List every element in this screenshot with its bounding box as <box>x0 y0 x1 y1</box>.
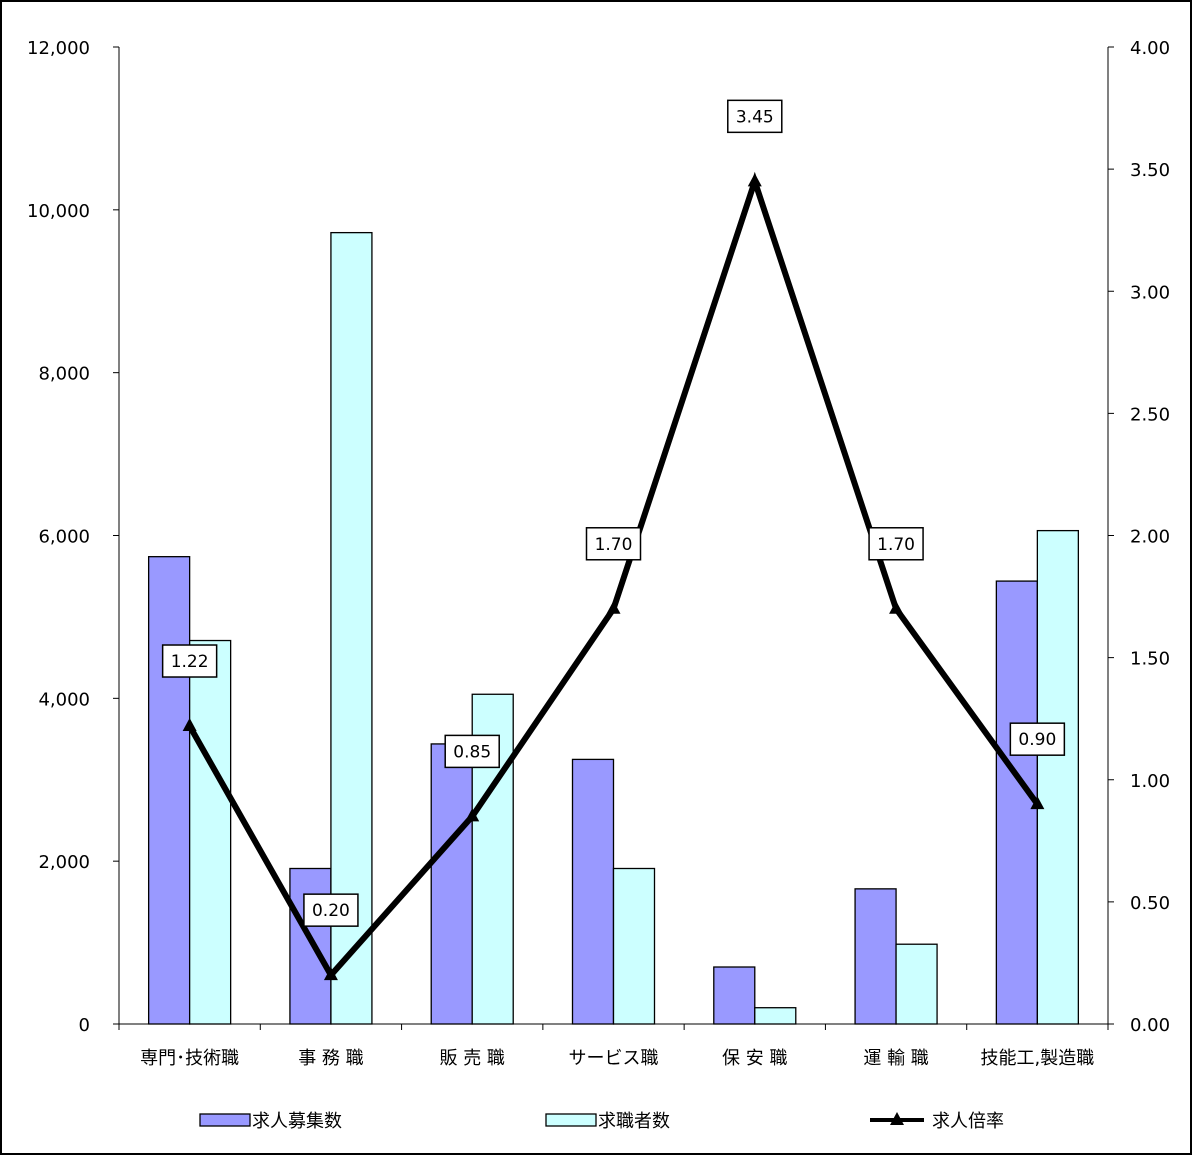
category-label: 運 輸 職 <box>863 1048 928 1069</box>
data-label-box <box>1009 722 1066 756</box>
bar-job-seekers <box>1036 529 1080 1025</box>
category-label: サービス職 <box>569 1048 659 1069</box>
bar-job-seekers <box>754 1007 797 1025</box>
category-label: 保 安 職 <box>722 1048 787 1069</box>
data-label: 3.45 <box>736 107 774 127</box>
bar-job-openings <box>713 966 756 1025</box>
right-axis-tick-label: 0.50 <box>1130 893 1170 914</box>
data-label: 1.70 <box>877 535 915 555</box>
legend-label: 求人募集数 <box>252 1111 342 1132</box>
data-label-box <box>444 734 500 769</box>
bar-job-seekers <box>188 639 232 1025</box>
data-label: 0.85 <box>453 742 491 762</box>
bar-job-openings <box>430 743 473 1025</box>
bar-job-seekers <box>895 943 938 1025</box>
data-label: 1.22 <box>171 652 209 672</box>
left-axis-tick-label: 4,000 <box>38 689 90 710</box>
ratio-marker <box>747 173 762 187</box>
right-axis-tick-label: 0.00 <box>1130 1015 1170 1036</box>
legend-ratio-marker <box>890 1112 904 1125</box>
ratio-marker <box>889 600 904 614</box>
right-axis-tick-label: 3.50 <box>1130 160 1170 181</box>
legend-label: 求職者数 <box>598 1111 670 1132</box>
right-axis-tick-label: 1.00 <box>1130 771 1170 792</box>
category-label: 技能工,製造職 <box>980 1048 1094 1069</box>
left-axis-tick-label: 12,000 <box>27 38 90 59</box>
bar-job-openings <box>854 888 897 1025</box>
bar-job-openings <box>995 580 1039 1025</box>
left-axis-tick-label: 6,000 <box>38 527 90 548</box>
bar-job-openings <box>289 867 332 1025</box>
legend-swatch-job-seekers <box>545 1113 597 1127</box>
ratio-marker <box>465 808 480 822</box>
bar-job-openings <box>571 758 615 1025</box>
data-label-box <box>727 99 783 134</box>
left-axis-tick-label: 8,000 <box>38 364 90 385</box>
data-label-box <box>585 527 642 561</box>
data-label: 0.20 <box>312 901 350 921</box>
category-label: 販 売 職 <box>439 1048 504 1069</box>
ratio-marker <box>1030 796 1045 810</box>
right-axis-tick-label: 1.50 <box>1130 649 1170 670</box>
legend-label: 求人倍率 <box>932 1111 1004 1132</box>
category-label: 事 務 職 <box>298 1048 363 1069</box>
data-label-box <box>161 644 218 678</box>
ratio-marker <box>606 600 621 614</box>
left-axis-tick-label: 0 <box>79 1015 90 1036</box>
right-axis-tick-label: 4.00 <box>1130 38 1170 59</box>
right-axis-tick-label: 3.00 <box>1130 282 1170 303</box>
data-label: 0.90 <box>1018 730 1056 750</box>
data-label: 1.70 <box>595 535 633 555</box>
bar-job-seekers <box>612 867 656 1025</box>
ratio-marker <box>323 967 338 981</box>
legend-swatch-job-openings <box>199 1113 251 1127</box>
right-axis-tick-label: 2.00 <box>1130 527 1170 548</box>
left-axis-tick-label: 2,000 <box>38 852 90 873</box>
data-label-box <box>303 893 359 927</box>
data-label-box <box>868 527 924 561</box>
right-axis-tick-label: 2.50 <box>1130 404 1170 425</box>
left-axis-tick-label: 10,000 <box>27 201 90 222</box>
bar-job-seekers <box>330 231 373 1025</box>
category-label: 専門･技術職 <box>140 1048 239 1069</box>
bar-job-openings <box>147 556 191 1025</box>
ratio-marker <box>182 718 197 732</box>
